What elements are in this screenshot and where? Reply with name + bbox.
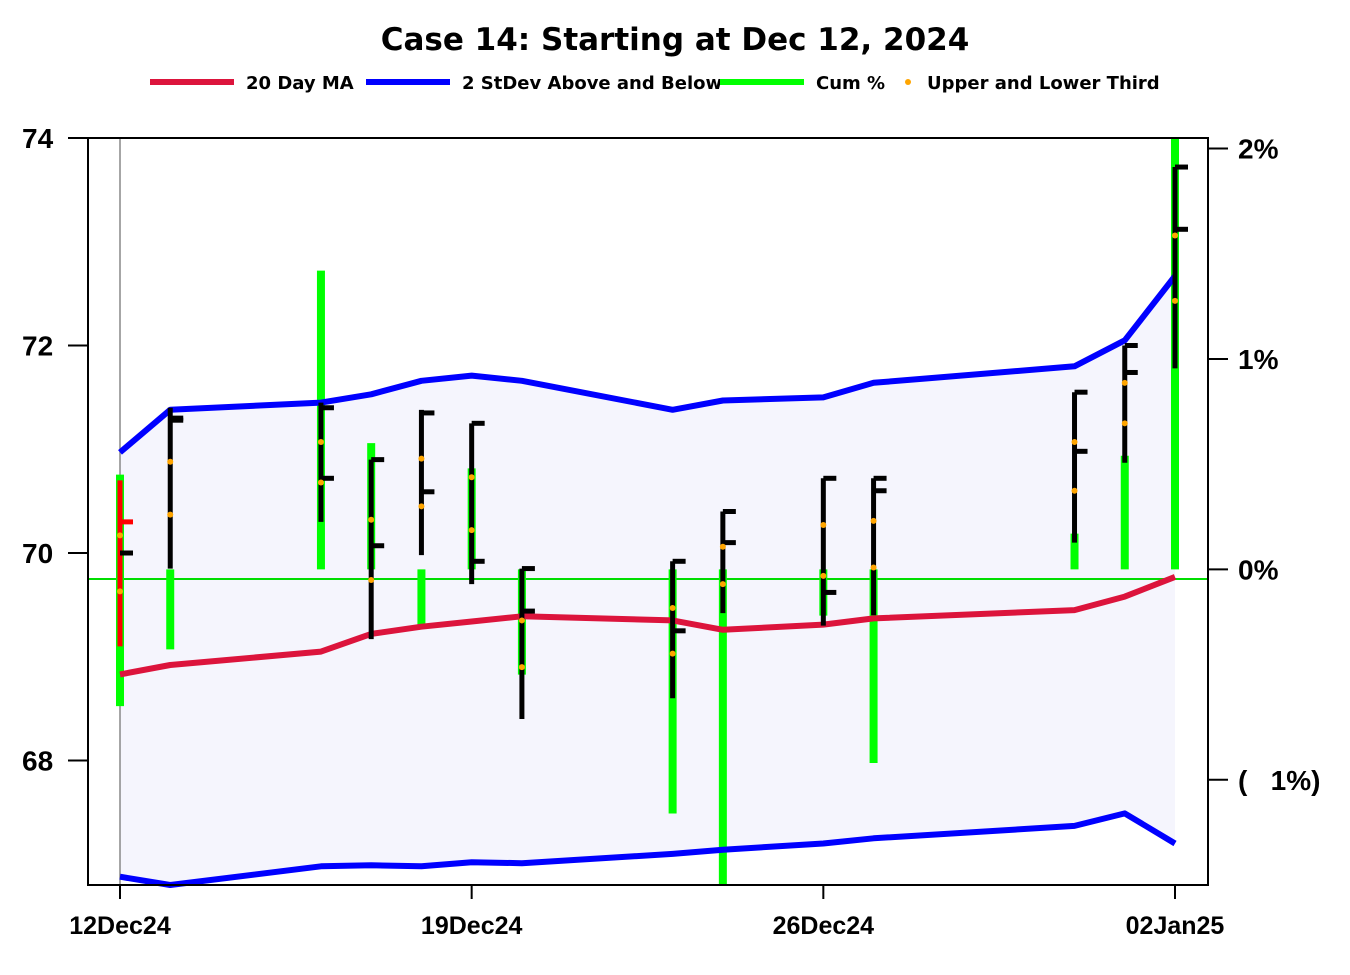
ohlc-bar	[418, 409, 435, 556]
legend-label: Cum %	[816, 73, 885, 94]
lower-third-dot	[368, 576, 375, 583]
upper-third-dot	[870, 517, 877, 524]
ohlc-bar	[117, 480, 133, 647]
lower-third-dot	[1071, 487, 1078, 494]
x-tick-label: 26Dec24	[773, 912, 875, 940]
ohlc-bar	[468, 420, 485, 585]
upper-third-dot	[418, 455, 425, 462]
lower-third-dot	[820, 572, 827, 579]
upper-third-dot	[1121, 379, 1128, 386]
x-tick-label: 02Jan25	[1126, 912, 1225, 940]
upper-third-dot	[719, 543, 726, 550]
y-right-tick-label: 0%	[1238, 554, 1279, 585]
y-left-tick-label: 74	[22, 123, 54, 154]
lower-third-dot	[418, 503, 425, 510]
x-tick-label: 12Dec24	[69, 912, 171, 940]
lower-third-dot	[669, 650, 676, 657]
upper-third-dot	[669, 604, 676, 611]
legend-item: 2 StDev Above and Below	[366, 73, 722, 94]
upper-band-line	[118, 274, 1178, 455]
upper-third-dot	[1071, 438, 1078, 445]
x-tick-label: 19Dec24	[421, 912, 523, 940]
legend-item: 20 Day MA	[150, 73, 354, 94]
lower-third-dot	[518, 664, 525, 671]
legend-item: Upper and Lower Third	[905, 73, 1160, 94]
ohlc-bar	[1172, 164, 1188, 369]
ohlc-bar	[669, 558, 686, 699]
ohlc-bar	[719, 509, 736, 614]
ohlc-bar	[870, 475, 887, 616]
legend: 20 Day MA 2 StDev Above and Below Cum % Upp…	[150, 73, 1160, 94]
y-left-tick-label: 68	[22, 746, 53, 777]
chart-title: Case 14: Starting at Dec 12, 2024	[381, 22, 970, 58]
ohlc-bar	[1071, 389, 1088, 543]
lower-third-dot	[317, 479, 324, 486]
plot-area	[88, 138, 1208, 888]
lower-third-dot	[468, 527, 475, 534]
ohlc-bar	[317, 402, 334, 522]
lower-third-dot	[1121, 420, 1128, 427]
upper-third-dot	[317, 438, 324, 445]
legend-label: 2 StDev Above and Below	[462, 73, 722, 94]
y-right-tick-label: 1%	[1238, 344, 1279, 375]
upper-third-dot	[368, 516, 375, 523]
lower-third-dot	[719, 581, 726, 588]
ohlc-bar	[368, 457, 385, 640]
legend-item: Cum %	[720, 73, 885, 94]
legend-label: Upper and Lower Third	[927, 73, 1160, 94]
y-right-tick-label: 2%	[1238, 134, 1279, 165]
plot-frame	[87, 137, 1209, 886]
upper-third-dot	[468, 474, 475, 481]
lower-third-dot	[117, 588, 123, 595]
ohlc-bar	[1121, 343, 1138, 463]
moving-average-line	[119, 574, 1177, 678]
axes: 68 70 72 74 2% 1% 0% ( 1%) 12Dec24 19Dec24 26Dec24…	[22, 123, 1320, 940]
upper-third-dot	[117, 532, 123, 539]
y-left-tick-label: 70	[22, 538, 53, 569]
lower-band-line	[119, 810, 1177, 888]
lower-third-dot	[870, 564, 877, 571]
ohlc-bar	[820, 475, 837, 626]
y-left-tick-label: 72	[22, 331, 53, 362]
lower-third-dot	[167, 511, 174, 518]
upper-third-dot	[820, 521, 827, 528]
y-right-tick-label: ( 1%)	[1238, 765, 1320, 796]
lower-third-dot	[1172, 297, 1178, 304]
upper-third-dot	[518, 617, 525, 624]
ohlc-bar	[167, 407, 184, 569]
band-fill	[120, 276, 1175, 885]
legend-label: 20 Day MA	[246, 73, 354, 94]
upper-third-dot	[167, 458, 174, 465]
ohlc-bar	[518, 566, 535, 719]
upper-third-dot	[1172, 232, 1178, 239]
legend-swatch	[905, 79, 911, 85]
